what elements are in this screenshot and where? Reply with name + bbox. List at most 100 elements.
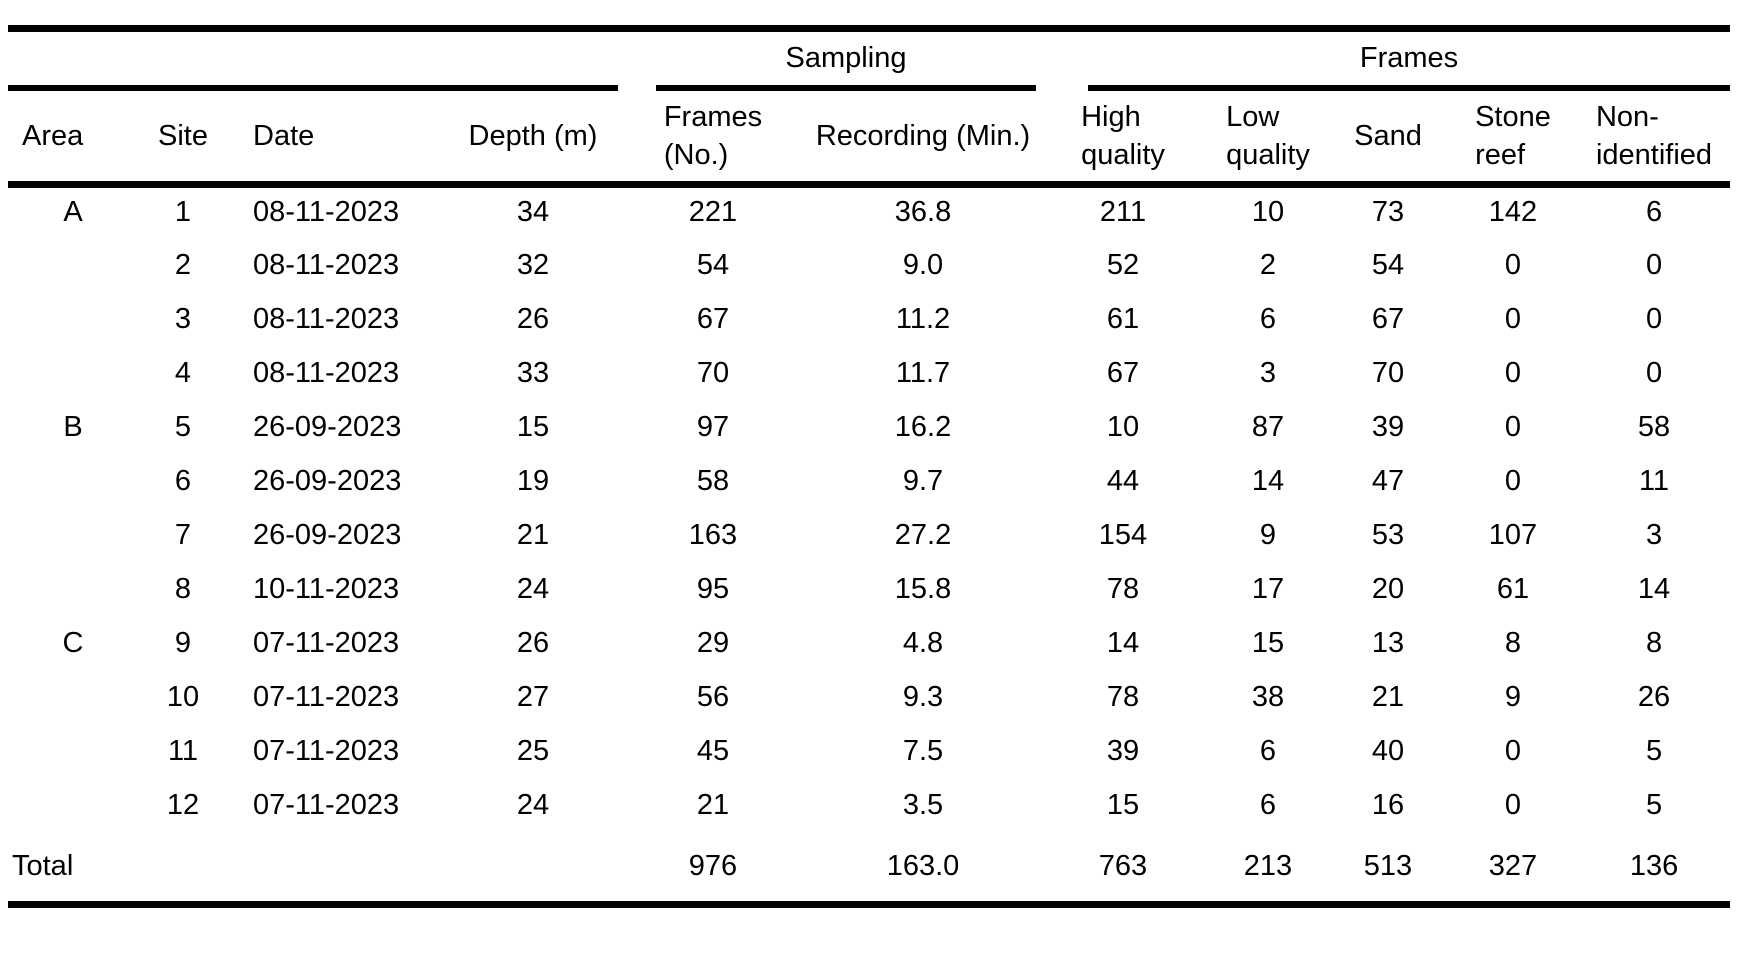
table-cell: 67: [696, 302, 730, 335]
table-cell: 9: [1259, 518, 1277, 551]
table-cell: 154: [1098, 518, 1148, 551]
table-cell: 95: [696, 572, 730, 605]
table-cell: 78: [1106, 680, 1140, 713]
table-cell: 11: [167, 734, 199, 767]
table-cell: 39: [1106, 734, 1140, 767]
column-header-low-quality: Low quality: [1208, 91, 1328, 188]
table-footer: Total 976 163.0 763 213 513 327 136: [8, 832, 1731, 908]
table-cell: 61: [1106, 302, 1140, 335]
table-cell: 26: [516, 302, 550, 335]
table-cell: 12: [166, 788, 200, 821]
table-cell: A: [63, 196, 83, 229]
column-header-site: Site: [138, 91, 228, 188]
table-cell: 221: [688, 196, 738, 229]
page: { "table": { "group_headers": [ { "label…: [0, 25, 1738, 953]
table-row: 3 08-11-2023 26 67 11.2 61 6 67 0 0: [8, 292, 1730, 346]
table-cell: 27: [516, 680, 550, 713]
column-header-sand: Sand: [1328, 91, 1448, 188]
total-cell: 976: [618, 832, 808, 908]
table-cell: 11.7: [895, 356, 951, 389]
table-row: A 1 08-11-2023 34 221 36.8 211 10 73 142 6: [8, 184, 1730, 238]
table-cell: 0: [1504, 302, 1522, 335]
table-cell: 53: [1371, 518, 1405, 551]
table-cell: 13: [1371, 626, 1405, 659]
table-cell: 73: [1371, 196, 1405, 229]
table-cell: 3: [1645, 518, 1663, 551]
table-row: 4 08-11-2023 33 70 11.7 67 3 70 0 0: [8, 346, 1730, 400]
table-cell: 8: [1504, 626, 1522, 659]
table-cell: 07-11-2023: [253, 734, 400, 767]
group-header-row: Sampling Frames: [8, 25, 1731, 91]
table-row: 10 07-11-2023 27 56 9.3 78 38 21 9 26: [8, 670, 1730, 724]
table-cell: 20: [1371, 572, 1405, 605]
table-cell: 8: [174, 572, 192, 605]
table-cell: B: [63, 410, 83, 443]
column-header-recording: Recording (Min.): [808, 91, 1038, 188]
table-cell: [8, 778, 138, 832]
total-cell: 213: [1208, 832, 1328, 908]
table-cell: 6: [1259, 734, 1277, 767]
table-cell: 39: [1371, 410, 1405, 443]
table-header: Sampling Frames Area Site Date Depth (m)…: [8, 25, 1731, 188]
table-cell: 6: [174, 464, 192, 497]
left-group-rule: [8, 85, 618, 91]
table-cell: 36.8: [894, 196, 952, 229]
table-cell: 17: [1251, 572, 1285, 605]
column-header-row: Area Site Date Depth (m) Frames (No.) Rec…: [8, 91, 1731, 188]
total-cell: 513: [1328, 832, 1448, 908]
table-cell: 0: [1645, 356, 1663, 389]
column-header-frames-no: Frames (No.): [618, 91, 808, 188]
table-cell: 10: [1106, 410, 1140, 443]
table-cell: 11: [1638, 464, 1670, 497]
table-cell: 107: [1488, 518, 1538, 551]
table-cell: 211: [1099, 196, 1147, 229]
table-cell: 32: [516, 248, 550, 281]
table-cell: 27.2: [894, 518, 952, 551]
table-cell: 16: [1371, 788, 1405, 821]
table-cell: 6: [1259, 302, 1277, 335]
table-cell: 9.3: [902, 680, 944, 713]
group-label-sampling: Sampling: [785, 42, 907, 74]
table-cell: 44: [1106, 464, 1140, 497]
table-cell: 15: [1106, 788, 1140, 821]
column-header-date: Date: [228, 91, 448, 188]
table-cell: 4: [174, 356, 192, 389]
table-cell: 9.7: [902, 464, 944, 497]
table-cell: 14: [1106, 626, 1140, 659]
table-cell: 14: [1637, 572, 1671, 605]
table-cell: 21: [696, 788, 730, 821]
table-row: B 5 26-09-2023 15 97 16.2 10 87 39 0 58: [8, 400, 1730, 454]
table-cell: 0: [1504, 356, 1522, 389]
table-cell: 0: [1504, 248, 1522, 281]
table-cell: 15.8: [894, 572, 952, 605]
table-cell: [8, 508, 138, 562]
total-label: Total: [8, 832, 138, 908]
table-cell: 2: [1259, 248, 1277, 281]
table-cell: 0: [1504, 410, 1522, 443]
table-cell: 54: [1371, 248, 1405, 281]
table-cell: 58: [1637, 410, 1671, 443]
sampling-frames-table: Sampling Frames Area Site Date Depth (m)…: [8, 25, 1731, 908]
table-cell: 0: [1504, 464, 1522, 497]
table-cell: 0: [1504, 734, 1522, 767]
table-cell: 10-11-2023: [253, 572, 400, 605]
table-cell: 9: [174, 626, 192, 659]
table-cell: 61: [1496, 572, 1530, 605]
total-cell: 327: [1448, 832, 1578, 908]
column-header-non-identified: Non-identified: [1578, 91, 1731, 188]
table-cell: 0: [1645, 248, 1663, 281]
table-cell: [8, 238, 138, 292]
table-cell: [8, 346, 138, 400]
table-cell: 26: [516, 626, 550, 659]
group-spacer: [8, 25, 618, 91]
total-cell: [138, 832, 228, 908]
column-header-area: Area: [8, 91, 138, 188]
table-cell: 47: [1371, 464, 1405, 497]
table-cell: 19: [516, 464, 550, 497]
table-cell: 142: [1488, 196, 1538, 229]
table-cell: 26-09-2023: [253, 410, 402, 443]
table-cell: 3.5: [902, 788, 944, 821]
table-cell: 9: [1504, 680, 1522, 713]
table-cell: 58: [696, 464, 730, 497]
table-cell: 14: [1251, 464, 1285, 497]
